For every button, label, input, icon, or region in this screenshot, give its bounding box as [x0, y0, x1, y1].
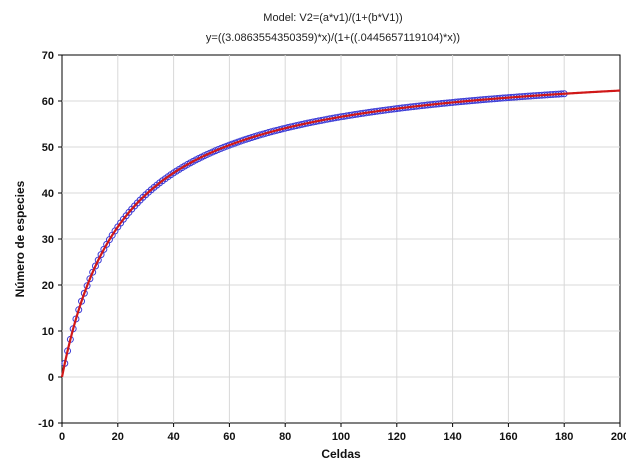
x-tick-label: 20 — [112, 431, 124, 443]
x-tick-label: 140 — [443, 431, 461, 443]
data-point — [91, 262, 99, 270]
y-tick-label: 60 — [42, 96, 54, 108]
fit-line — [60, 89, 621, 378]
y-tick-label: 0 — [48, 372, 54, 384]
x-tick-label: 200 — [611, 431, 626, 443]
x-axis-title: Celdas — [321, 447, 361, 461]
x-tick-label: 160 — [499, 431, 517, 443]
chart-title: Model: V2=(a*v1)/(1+(b*V1)) — [263, 12, 402, 24]
y-tick-label: 30 — [42, 234, 54, 246]
tick-labels: 0 20 40 60 80 100 120 140 160 180 200 -10 0 10 20 30 40 5… — [38, 50, 626, 443]
y-tick-label: 20 — [42, 280, 54, 292]
y-tick-label: 40 — [42, 188, 54, 200]
x-tick-label: 120 — [388, 431, 406, 443]
y-tick-label: 10 — [42, 326, 54, 338]
x-tick-label: 60 — [223, 431, 235, 443]
x-tick-label: 180 — [555, 431, 573, 443]
y-tick-label: 50 — [42, 142, 54, 154]
data-point — [86, 275, 94, 283]
x-tick-label: 100 — [332, 431, 350, 443]
y-tick-label: 70 — [42, 50, 54, 62]
y-axis-title: Número de especies — [13, 180, 27, 297]
fit-line-group — [60, 89, 621, 378]
y-tick-label: -10 — [38, 418, 54, 430]
grid — [62, 55, 620, 423]
x-tick-label: 0 — [59, 431, 65, 443]
x-tick-label: 80 — [279, 431, 291, 443]
data-point — [97, 251, 105, 259]
data-point — [94, 256, 102, 264]
chart-subtitle: y=((3.0863554350359)*x)/(1+((.0445657119… — [206, 32, 460, 44]
x-tick-label: 40 — [167, 431, 179, 443]
data-point — [89, 268, 97, 276]
